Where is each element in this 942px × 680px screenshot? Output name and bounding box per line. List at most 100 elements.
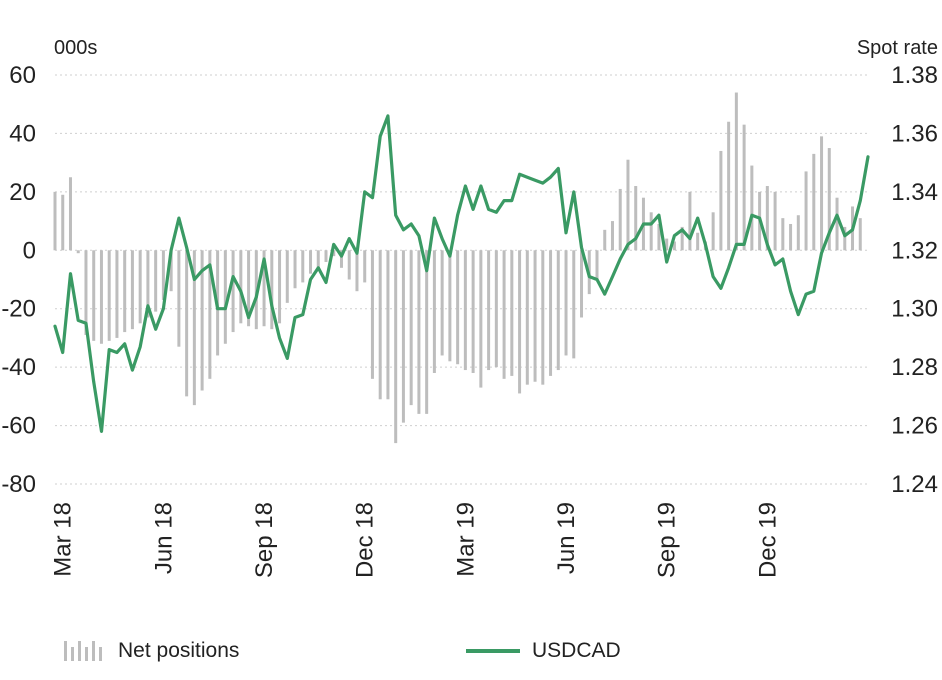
net-position-bar xyxy=(394,250,398,444)
net-position-bar xyxy=(192,250,196,406)
x-tick-label: Jun 18 xyxy=(150,502,177,574)
net-position-bar xyxy=(370,250,374,379)
left-tick-label: 20 xyxy=(9,179,36,206)
net-position-bar xyxy=(61,194,65,251)
net-position-bar xyxy=(479,250,483,388)
net-position-bar xyxy=(595,250,599,280)
net-position-bar xyxy=(518,250,522,394)
net-position-bar xyxy=(68,177,72,251)
bars-swatch-icon xyxy=(64,641,106,661)
net-position-bar xyxy=(572,250,576,359)
net-position-bar xyxy=(603,229,607,251)
net-position-bar xyxy=(161,250,165,300)
usdcad-line xyxy=(53,114,870,433)
x-tick-label: Mar 19 xyxy=(452,502,479,577)
x-tick-label: Dec 18 xyxy=(352,502,379,578)
right-tick-label: 1.34 xyxy=(891,179,938,206)
net-position-bar xyxy=(549,250,553,376)
net-position-bar xyxy=(750,165,754,251)
net-position-bar xyxy=(580,250,584,318)
right-tick-label: 1.38 xyxy=(891,62,938,89)
net-position-bar xyxy=(564,250,568,356)
net-position-bar xyxy=(386,250,390,400)
net-position-bar xyxy=(270,250,274,330)
x-tick-label: Dec 19 xyxy=(754,502,781,578)
right-tick-label: 1.32 xyxy=(891,237,938,264)
net-position-bar xyxy=(138,250,142,324)
left-tick-label: -40 xyxy=(1,354,36,381)
net-position-bar xyxy=(115,250,119,338)
x-tick-label: Sep 19 xyxy=(654,502,681,578)
right-tick-label: 1.24 xyxy=(891,471,938,498)
net-position-bar xyxy=(363,250,367,283)
net-position-bar xyxy=(742,124,746,251)
left-tick-label: 40 xyxy=(9,120,36,147)
net-position-bar xyxy=(765,186,769,251)
net-position-bar xyxy=(812,153,816,251)
net-position-bar xyxy=(556,250,560,371)
left-axis-ticks: 60 40 20 0 -20 -40 -60 -80 xyxy=(1,62,36,498)
left-tick-label: 60 xyxy=(9,62,36,89)
legend-usdcad-label: USDCAD xyxy=(532,639,621,662)
net-position-bar xyxy=(463,250,467,371)
net-position-bar xyxy=(533,250,537,382)
net-position-bar xyxy=(657,223,661,251)
net-position-bar xyxy=(293,250,297,289)
right-axis-ticks: 1.38 1.36 1.34 1.32 1.30 1.28 1.26 1.24 xyxy=(891,62,938,498)
x-tick-label: Sep 18 xyxy=(251,502,278,578)
net-position-bar xyxy=(223,250,227,344)
left-tick-label: 0 xyxy=(23,237,36,264)
net-position-bar xyxy=(440,250,444,356)
right-tick-label: 1.30 xyxy=(891,296,938,323)
net-position-bar xyxy=(130,250,134,330)
net-position-bar xyxy=(727,121,731,251)
right-tick-label: 1.36 xyxy=(891,120,938,147)
left-tick-label: -80 xyxy=(1,471,36,498)
net-position-bar xyxy=(789,223,793,251)
net-position-bar xyxy=(649,212,653,251)
net-position-bar xyxy=(154,250,158,312)
net-position-bar xyxy=(525,250,529,385)
net-position-bar xyxy=(208,250,212,379)
net-position-bar xyxy=(688,191,692,251)
net-position-bar xyxy=(634,186,638,251)
net-position-bar xyxy=(510,250,514,376)
x-tick-label: Mar 18 xyxy=(50,502,77,577)
net-position-bar xyxy=(781,218,785,251)
net-position-bar xyxy=(355,250,359,292)
net-position-bar xyxy=(169,250,173,292)
net-position-bar xyxy=(827,148,831,251)
net-position-bar xyxy=(301,250,305,283)
net-position-bar xyxy=(123,250,127,333)
net-position-bar xyxy=(53,191,57,251)
net-position-bar xyxy=(309,250,313,274)
net-position-bar xyxy=(858,218,862,251)
net-position-bar xyxy=(820,136,824,251)
net-position-bar xyxy=(231,250,235,333)
net-position-bar xyxy=(719,150,723,251)
net-position-bar xyxy=(425,250,429,414)
net-position-bar xyxy=(696,232,700,251)
net-position-bar xyxy=(456,250,460,365)
x-axis-ticks: Mar 18 Jun 18 Sep 18 Dec 18 Mar 19 Jun 19 Sep … xyxy=(50,502,782,578)
net-position-bar xyxy=(626,159,630,251)
net-position-bar xyxy=(409,250,413,406)
net-position-bar xyxy=(200,250,204,391)
net-position-bar xyxy=(448,250,452,362)
right-tick-label: 1.26 xyxy=(891,413,938,440)
net-position-bars xyxy=(53,92,862,444)
net-position-bar xyxy=(432,250,436,373)
net-position-bar xyxy=(610,221,614,251)
usdcad-line-group xyxy=(53,114,870,433)
net-position-bar xyxy=(316,250,320,268)
legend-net-positions-label: Net positions xyxy=(118,639,240,662)
net-position-bar xyxy=(76,250,80,254)
net-position-bar xyxy=(487,250,491,371)
gridlines xyxy=(55,74,868,485)
net-position-bar xyxy=(247,250,251,327)
net-position-bar xyxy=(278,250,282,324)
net-position-bar xyxy=(835,197,839,251)
net-position-bar xyxy=(185,250,189,397)
net-position-bar xyxy=(324,250,328,262)
